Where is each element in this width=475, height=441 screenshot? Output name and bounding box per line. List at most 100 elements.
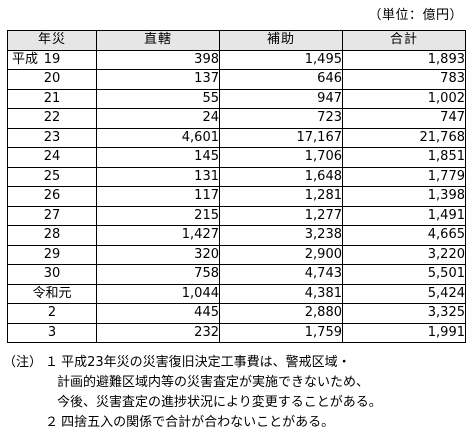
year-cell: 28 [7,225,97,246]
table-row: 26 117 1,281 1,398 [7,186,466,207]
year-label: 20 [43,71,61,87]
table-row: 24 145 1,706 1,851 [7,147,466,168]
subsidy-cell: 2,880 [219,303,343,324]
subsidy-cell: 1,281 [219,186,343,207]
note-2-text: 四捨五入の関係で合計が合わないことがある。 [61,415,335,430]
year-cell: 令和元 [7,283,97,304]
direct-cell: 215 [96,205,220,226]
subsidy-cell: 947 [219,88,343,109]
note-1-line-3: 今後、災害査定の進捗状況により変更することがある。 [57,395,382,410]
direct-cell: 131 [96,166,220,187]
year-label: 23 [43,129,61,145]
year-cell: 27 [7,205,97,226]
note-2-line-1: ２ 四捨五入の関係で合計が合わないことがある。 [3,413,469,433]
table-row: 25 131 1,648 1,779 [7,166,466,187]
year-label: 29 [43,246,61,262]
subsidy-cell: 4,381 [219,283,343,304]
total-cell: 1,779 [342,166,466,187]
year-label: 21 [43,90,61,106]
subsidy-cell: 1,277 [219,205,343,226]
total-cell: 1,398 [342,186,466,207]
year-label: 3 [47,324,57,340]
direct-cell: 445 [96,303,220,324]
direct-cell: 137 [96,69,220,90]
note-1-number: １ [45,355,59,370]
table-row: 20 137 646 783 [7,69,466,90]
header-direct: 直轄 [96,30,220,51]
total-cell: 3,220 [342,244,466,265]
year-cell: 3 [7,322,97,343]
subsidy-cell: 17,167 [219,127,343,148]
direct-cell: 24 [96,108,220,129]
table-row: 平成 19 398 1,495 1,893 [7,49,466,70]
year-cell: 24 [7,147,97,168]
table-row: 23 4,601 17,167 21,768 [7,127,466,148]
table-row: 2 445 2,880 3,325 [7,303,466,324]
table-row: 27 215 1,277 1,491 [7,205,466,226]
header-total: 合計 [342,30,466,51]
note-1-line-1: （注） １ 平成23年災の災害復旧決定工事費は、警戒区域・ [3,353,469,373]
subsidy-cell: 3,238 [219,225,343,246]
direct-cell: 4,601 [96,127,220,148]
year-label: 27 [43,207,61,223]
year-cell: 平成 19 [7,49,97,70]
subsidy-cell: 1,706 [219,147,343,168]
year-cell: 23 [7,127,97,148]
direct-cell: 320 [96,244,220,265]
table-row: 28 1,427 3,238 4,665 [7,225,466,246]
table-row: 29 320 2,900 3,220 [7,244,466,265]
year-label: 令和元 [32,285,72,301]
direct-cell: 55 [96,88,220,109]
year-cell: 25 [7,166,97,187]
subsidy-cell: 1,648 [219,166,343,187]
subsidy-cell: 2,900 [219,244,343,265]
total-cell: 3,325 [342,303,466,324]
note-prefix: （注） [3,355,43,370]
total-cell: 1,893 [342,49,466,70]
total-cell: 1,002 [342,88,466,109]
year-label: 2 [47,305,57,321]
total-cell: 5,501 [342,264,466,285]
total-cell: 1,991 [342,322,466,343]
direct-cell: 117 [96,186,220,207]
year-cell: 21 [7,88,97,109]
unit-label: （単位：億円） [368,8,463,23]
table-row: 令和元 1,044 4,381 5,424 [7,283,466,304]
footnotes: （注） １ 平成23年災の災害復旧決定工事費は、警戒区域・ 計画的避難区域内等の災… [3,353,469,433]
total-cell: 783 [342,69,466,90]
subsidy-cell: 4,743 [219,264,343,285]
note-1-text: 平成23年災の災害復旧決定工事費は、警戒区域・ [61,355,351,370]
disaster-cost-table: 年災 直轄 補助 合計 平成 19 398 1,495 1,893 20 137 … [7,30,466,343]
subsidy-cell: 1,495 [219,49,343,70]
subsidy-cell: 723 [219,108,343,129]
table-header-row: 年災 直轄 補助 合計 [7,30,466,51]
table-row: 21 55 947 1,002 [7,88,466,109]
year-cell: 26 [7,186,97,207]
total-cell: 747 [342,108,466,129]
table-row: 22 24 723 747 [7,108,466,129]
total-cell: 21,768 [342,127,466,148]
year-label: 19 [43,51,61,67]
era-label: 平成 [12,51,39,67]
table-row: 3 232 1,759 1,991 [7,322,466,343]
header-year: 年災 [7,30,97,51]
direct-cell: 232 [96,322,220,343]
year-label: 26 [43,188,61,204]
year-cell: 30 [7,264,97,285]
year-cell: 2 [7,303,97,324]
direct-cell: 1,044 [96,283,220,304]
year-label: 28 [43,227,61,243]
year-cell: 20 [7,69,97,90]
direct-cell: 1,427 [96,225,220,246]
total-cell: 5,424 [342,283,466,304]
year-label: 25 [43,168,61,184]
direct-cell: 758 [96,264,220,285]
total-cell: 1,491 [342,205,466,226]
year-cell: 29 [7,244,97,265]
year-label: 24 [43,149,61,165]
year-label: 22 [43,110,61,126]
note-2-number: ２ [45,415,59,430]
total-cell: 1,851 [342,147,466,168]
table-row: 30 758 4,743 5,501 [7,264,466,285]
subsidy-cell: 646 [219,69,343,90]
